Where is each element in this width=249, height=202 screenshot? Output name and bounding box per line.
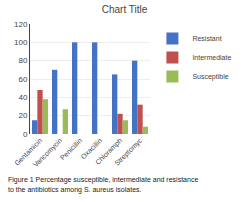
svg-text:80: 80 [18,56,27,65]
svg-text:Vancomycin: Vancomycin [32,137,64,169]
svg-text:Resistant: Resistant [192,35,221,42]
svg-text:Intermediate: Intermediate [192,54,231,61]
svg-text:Chloramph: Chloramph [94,137,124,167]
svg-text:60: 60 [18,75,27,84]
svg-text:100: 100 [14,38,28,47]
svg-text:Streptomyc: Streptomyc [113,136,144,167]
svg-text:120: 120 [14,20,28,29]
svg-text:20: 20 [18,111,27,120]
svg-text:Penicillin: Penicillin [59,137,84,162]
svg-text:40: 40 [18,93,27,102]
svg-text:Figure 1 Percentage susceptibl: Figure 1 Percentage susceptible, interme… [8,176,198,184]
svg-text:Oxacillin: Oxacillin [80,137,104,161]
svg-text:0: 0 [23,130,28,139]
svg-text:Susceptible: Susceptible [192,73,228,81]
svg-text:Gentamicin: Gentamicin [13,137,43,167]
svg-text:to the antibiotics among S. au: to the antibiotics among S. aureus isola… [8,186,142,194]
svg-text:Chart Title: Chart Title [102,4,148,15]
